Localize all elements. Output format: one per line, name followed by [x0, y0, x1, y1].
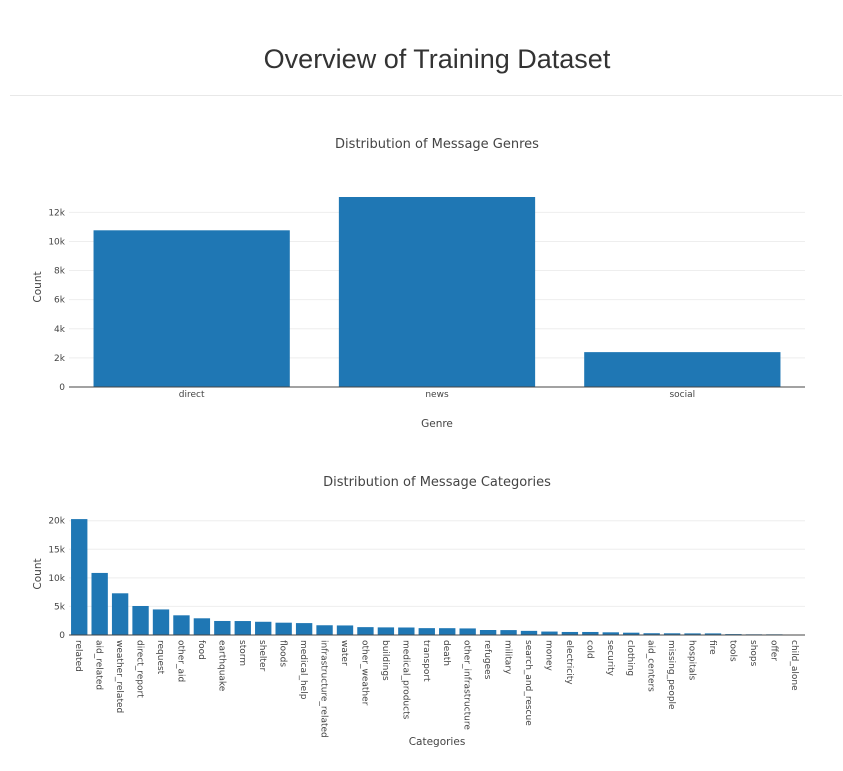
y-tick-label: 20k — [48, 517, 65, 527]
x-tick-label: electricity — [564, 640, 574, 685]
y-tick-label: 12k — [48, 208, 65, 218]
bar-direct — [93, 230, 290, 387]
x-tick-label: shelter — [257, 640, 267, 671]
x-tick-label: aid_related — [94, 640, 104, 690]
y-tick-label: 0 — [59, 631, 65, 641]
y-axis-title: Count — [32, 271, 44, 302]
bar-earthquake — [214, 620, 231, 635]
x-tick-label: cold — [584, 640, 594, 659]
bar-money — [541, 631, 558, 635]
x-tick-label: clothing — [625, 640, 635, 676]
bar-medical-help — [295, 623, 313, 635]
bar-food — [193, 618, 211, 635]
bar-infrastructure-related — [316, 625, 333, 635]
x-tick-label: military — [503, 640, 513, 675]
bar-death — [439, 628, 456, 635]
x-tick-label: direct — [179, 390, 205, 400]
x-tick-label: money — [543, 640, 553, 672]
x-axis-title: Genre — [421, 418, 453, 430]
x-tick-label: social — [669, 390, 695, 400]
x-tick-label: other_infrastructure — [462, 640, 472, 730]
page-title: Overview of Training Dataset — [263, 44, 611, 74]
bar-social — [584, 352, 781, 387]
x-tick-label: direct_report — [135, 640, 145, 698]
bar-security — [602, 632, 619, 635]
genre-distribution-chart: Distribution of Message Genres 0 2k 4k 6k 8k 1… — [32, 137, 805, 430]
x-tick-label: search_and_rescue — [523, 640, 533, 726]
bar-other-infrastructure — [459, 628, 476, 635]
bar-water — [336, 625, 354, 635]
y-tick-label: 10k — [48, 237, 65, 247]
x-tick-label: death — [441, 640, 451, 666]
chart-title: Distribution of Message Categories — [323, 475, 551, 490]
bar-electricity — [561, 631, 579, 635]
x-tick-label: weather_related — [114, 640, 124, 713]
bar-missing-people — [663, 633, 681, 635]
bar-floods — [275, 622, 292, 635]
x-tick-label: child_alone — [789, 640, 799, 691]
x-tick-label: offer — [768, 640, 778, 661]
x-tick-label: request — [155, 640, 165, 675]
x-tick-label: security — [605, 640, 615, 677]
y-tick-label: 2k — [54, 354, 66, 364]
y-tick-label: 5k — [54, 602, 66, 612]
x-tick-label: refugees — [482, 640, 492, 680]
x-tick-label: shops — [748, 640, 758, 667]
bar-direct-report — [132, 605, 149, 635]
bar-request — [152, 609, 170, 635]
bar-military — [500, 630, 517, 635]
x-axis-title: Categories — [409, 736, 466, 748]
bar-storm — [234, 621, 251, 635]
bar-medical-products — [398, 627, 415, 635]
bar-hospitals — [684, 633, 701, 635]
y-tick-label: 15k — [48, 545, 65, 555]
x-tick-label: medical_help — [298, 640, 308, 700]
x-tick-label: fire — [707, 640, 717, 655]
x-tick-label: transport — [421, 640, 431, 682]
bar-other-aid — [173, 615, 190, 635]
y-tick-label: 8k — [54, 267, 66, 277]
x-tick-label: buildings — [380, 640, 390, 681]
bar-transport — [418, 628, 435, 635]
bar-news — [338, 196, 536, 387]
x-tick-label: infrastructure_related — [319, 640, 329, 738]
y-axis-title: Count — [32, 558, 44, 589]
x-tick-label: hospitals — [687, 640, 697, 681]
bar-search-and-rescue — [520, 630, 538, 635]
bar-shelter — [255, 621, 272, 635]
y-tick-label: 4k — [54, 325, 66, 335]
bar-aid-centers — [643, 633, 660, 635]
x-tick-label: tools — [727, 640, 737, 662]
x-tick-label: earthquake — [216, 640, 226, 692]
bar-aid-related — [91, 572, 108, 635]
chart-title: Distribution of Message Genres — [335, 137, 539, 152]
x-tick-label: other_aid — [175, 640, 185, 682]
x-tick-label: food — [196, 640, 206, 660]
bar-other-weather — [357, 627, 374, 635]
x-tick-label: aid_centers — [646, 640, 656, 692]
bar-refugees — [479, 629, 497, 635]
y-tick-label: 10k — [48, 574, 65, 584]
x-tick-label: storm — [237, 640, 247, 666]
x-tick-label: water — [339, 640, 349, 666]
title-divider — [10, 95, 842, 96]
x-tick-label: missing_people — [666, 640, 676, 710]
bar-related — [71, 519, 88, 635]
bar-weather-related — [111, 593, 129, 635]
x-tick-label: medical_products — [400, 640, 410, 720]
x-tick-label: related — [73, 640, 83, 672]
category-distribution-chart: Distribution of Message Categories 0 5k 10k… — [32, 475, 805, 748]
y-tick-label: 0 — [59, 383, 65, 393]
x-tick-label: other_weather — [359, 640, 369, 706]
bar-clothing — [623, 632, 640, 635]
bar-cold — [582, 631, 599, 635]
bar-buildings — [377, 627, 395, 635]
x-tick-label: news — [425, 390, 449, 400]
x-tick-label: floods — [278, 640, 288, 667]
y-tick-label: 6k — [54, 296, 66, 306]
bar-fire — [704, 633, 722, 635]
